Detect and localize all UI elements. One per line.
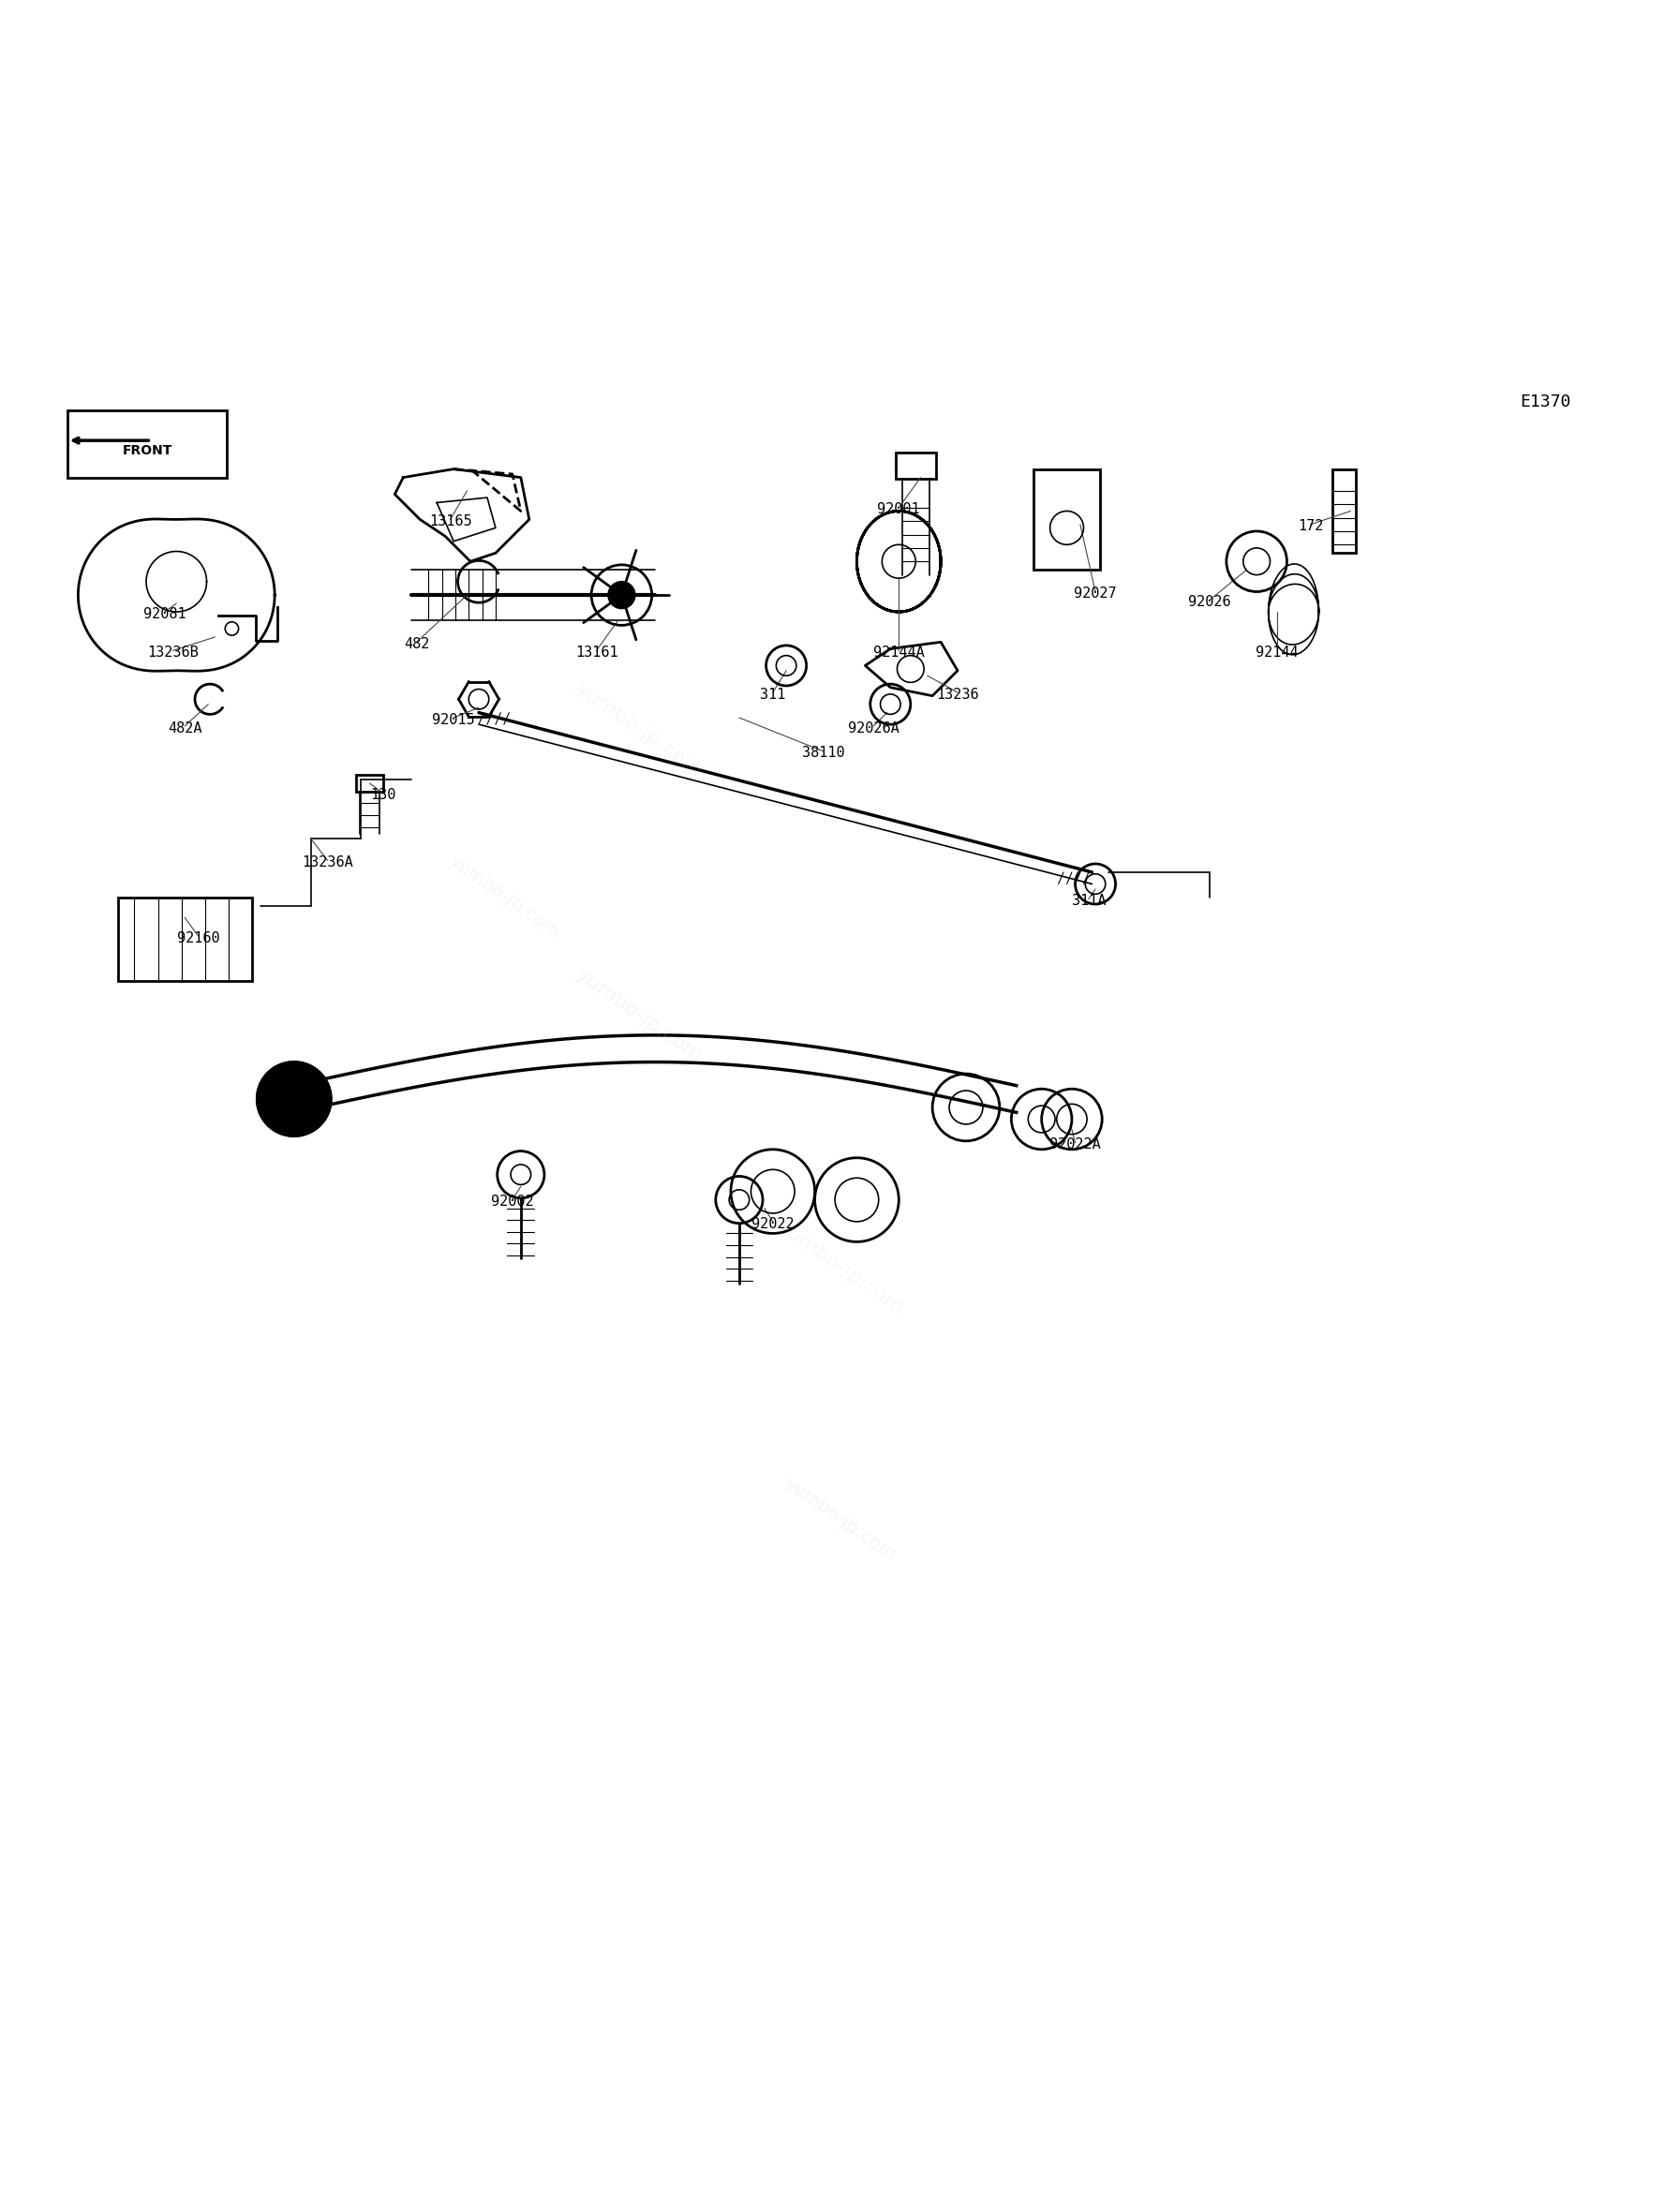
Text: yumbo-jp.com: yumbo-jp.com	[781, 1475, 899, 1565]
Text: 13165: 13165	[428, 514, 472, 528]
Text: 92027: 92027	[1074, 587, 1117, 600]
Text: E1370: E1370	[1520, 393, 1571, 411]
Circle shape	[729, 1189, 749, 1209]
Text: 311: 311	[759, 688, 786, 701]
Circle shape	[608, 582, 635, 609]
Text: 130: 130	[370, 789, 396, 802]
Text: 92160: 92160	[176, 932, 220, 945]
Text: 92022: 92022	[751, 1215, 795, 1231]
Text: yumbo-jp.com: yumbo-jp.com	[773, 1215, 907, 1317]
Text: yumbo-jp.com: yumbo-jp.com	[445, 853, 563, 943]
Circle shape	[716, 1176, 763, 1224]
Text: 92144: 92144	[1255, 646, 1299, 659]
Text: 482A: 482A	[168, 721, 202, 734]
Text: 13161: 13161	[575, 646, 618, 659]
Bar	[1332, 468, 1356, 554]
Text: yumbo-jp.com: yumbo-jp.com	[571, 965, 706, 1066]
Circle shape	[511, 1165, 531, 1185]
Text: 92015: 92015	[432, 712, 475, 728]
Bar	[356, 774, 383, 791]
Text: FRONT: FRONT	[123, 444, 173, 457]
Text: 172: 172	[1297, 519, 1324, 534]
Text: 92026A: 92026A	[848, 721, 899, 734]
Text: 92026: 92026	[1188, 596, 1231, 609]
Bar	[118, 897, 252, 983]
Circle shape	[497, 1152, 544, 1198]
Text: 92081: 92081	[143, 607, 186, 620]
Text: 482: 482	[403, 637, 430, 651]
Text: 38110: 38110	[801, 747, 845, 761]
FancyBboxPatch shape	[67, 411, 227, 477]
Text: 92144A: 92144A	[874, 646, 924, 659]
Text: yumbo-jp.com: yumbo-jp.com	[571, 679, 706, 780]
Text: 92002: 92002	[491, 1196, 534, 1209]
Text: 311A: 311A	[1072, 895, 1105, 908]
Text: 13236: 13236	[936, 688, 979, 701]
Circle shape	[257, 1062, 331, 1136]
Bar	[1033, 468, 1100, 569]
Bar	[895, 453, 936, 479]
Text: 13236A: 13236A	[302, 855, 353, 870]
Text: 92001: 92001	[877, 503, 921, 517]
Text: 13236B: 13236B	[148, 646, 198, 659]
Text: 92022A: 92022A	[1050, 1139, 1100, 1152]
